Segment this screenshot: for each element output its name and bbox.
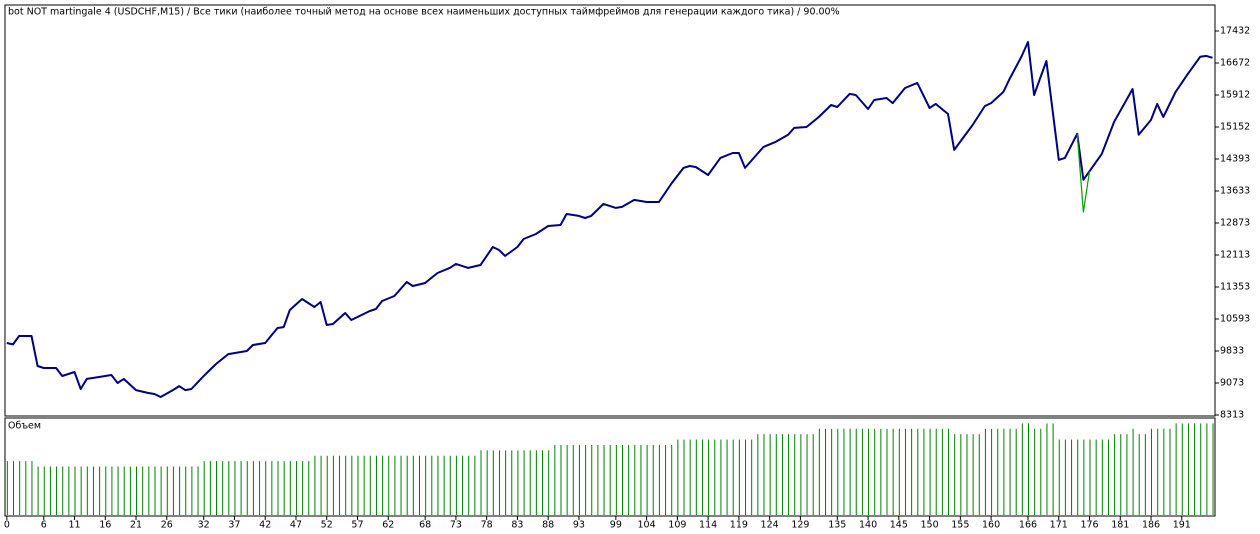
x-tick-label: 181 xyxy=(1111,520,1129,531)
x-tick-label: 124 xyxy=(761,520,779,531)
x-tick-label: 73 xyxy=(450,520,462,531)
y-tick-label: 17432 xyxy=(1220,25,1250,36)
x-tick-label: 119 xyxy=(730,520,748,531)
y-tick-label: 15152 xyxy=(1220,121,1250,132)
y-tick-label: 12873 xyxy=(1220,217,1250,228)
x-tick-label: 140 xyxy=(859,520,877,531)
x-tick-label: 135 xyxy=(828,520,846,531)
x-tick-label: 78 xyxy=(481,520,493,531)
x-tick-label: 166 xyxy=(1019,520,1037,531)
x-tick-label: 68 xyxy=(419,520,431,531)
series-line xyxy=(6,41,1213,398)
volume-title: Объем xyxy=(8,421,41,432)
x-tick-label: 160 xyxy=(982,520,1000,531)
y-tick-label: 9833 xyxy=(1220,345,1244,356)
y-tick-label: 15912 xyxy=(1220,89,1250,100)
x-tick-label: 57 xyxy=(351,520,363,531)
x-tick-label: 155 xyxy=(951,520,969,531)
x-tick-label: 0 xyxy=(4,520,10,531)
x-tick-label: 16 xyxy=(99,520,111,531)
x-tick-label: 186 xyxy=(1142,520,1160,531)
x-tick-label: 37 xyxy=(228,520,240,531)
y-tick-label: 12113 xyxy=(1220,249,1250,260)
x-tick-label: 109 xyxy=(668,520,686,531)
x-tick-label: 150 xyxy=(921,520,939,531)
x-tick-label: 114 xyxy=(699,520,717,531)
x-tick-label: 88 xyxy=(542,520,554,531)
x-tick-label: 62 xyxy=(382,520,394,531)
x-tick-label: 21 xyxy=(130,520,142,531)
x-tick-label: 129 xyxy=(791,520,809,531)
x-tick-label: 47 xyxy=(290,520,302,531)
x-tick-label: 42 xyxy=(259,520,271,531)
x-tick-label: 11 xyxy=(68,520,80,531)
y-tick-label: 16672 xyxy=(1220,57,1250,68)
volume-pane xyxy=(4,417,1216,517)
main-pane xyxy=(4,4,1216,417)
y-tick-label: 11353 xyxy=(1220,281,1250,292)
x-tick-label: 83 xyxy=(511,520,523,531)
y-tick-label: 10593 xyxy=(1220,313,1250,324)
y-tick-label: 9073 xyxy=(1220,377,1244,388)
x-tick-label: 6 xyxy=(41,520,47,531)
x-tick-label: 104 xyxy=(638,520,656,531)
x-tick-label: 171 xyxy=(1050,520,1068,531)
x-tick-label: 32 xyxy=(198,520,210,531)
y-tick-label: 14393 xyxy=(1220,153,1250,164)
y-tick-label: 8313 xyxy=(1220,410,1244,421)
x-tick-label: 191 xyxy=(1173,520,1191,531)
x-tick-label: 99 xyxy=(610,520,622,531)
y-tick-label: 13633 xyxy=(1220,185,1250,196)
x-tick-label: 93 xyxy=(573,520,585,531)
x-tick-label: 145 xyxy=(890,520,908,531)
series-line xyxy=(1076,133,1091,213)
x-tick-label: 52 xyxy=(321,520,333,531)
chart-title: bot NOT martingale 4 (USDCHF,M15) / Все … xyxy=(8,7,840,18)
x-tick-label: 176 xyxy=(1080,520,1098,531)
x-tick-label: 26 xyxy=(161,520,173,531)
